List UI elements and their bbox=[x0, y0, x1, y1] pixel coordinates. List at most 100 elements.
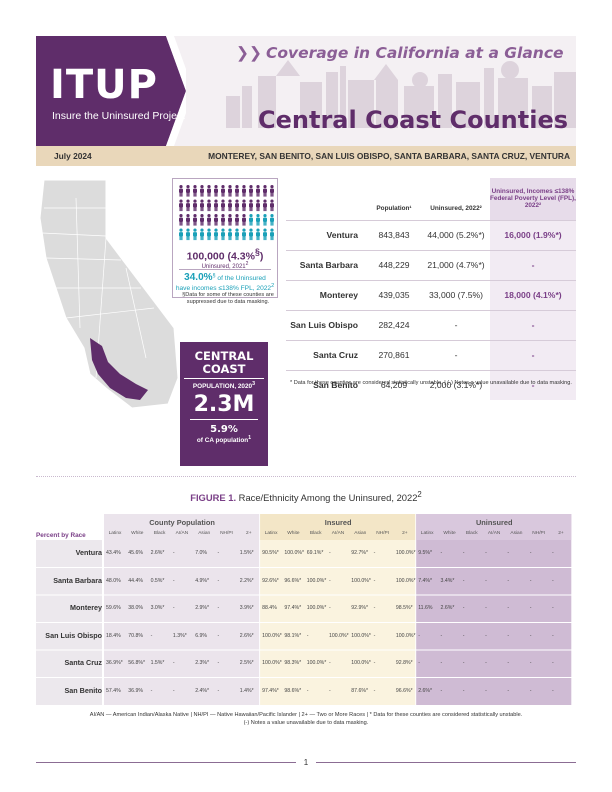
race-ethnicity-table: Percent by Race County Population Latinx W… bbox=[36, 514, 576, 706]
race-value-cell: 92.9%* bbox=[351, 605, 369, 612]
person-icon bbox=[242, 185, 246, 197]
fpl-cell: - bbox=[490, 339, 576, 370]
person-icon bbox=[249, 199, 253, 212]
low-income-pct: 34.0%§ of the Uninsured bbox=[184, 272, 266, 283]
column-header: White bbox=[287, 531, 300, 536]
fpl-cell: - bbox=[490, 309, 576, 340]
race-value-cell: 100.0%* bbox=[262, 632, 282, 639]
race-value-cell: 2.3%* bbox=[195, 660, 210, 667]
region-name: CENTRAL COAST bbox=[194, 349, 254, 376]
person-icon bbox=[186, 199, 190, 212]
person-icon bbox=[249, 185, 253, 197]
race-value-cell: 36.9%* bbox=[106, 660, 123, 667]
person-icon bbox=[186, 228, 190, 241]
person-icon bbox=[193, 185, 197, 197]
race-value-cell: 70.8% bbox=[128, 632, 144, 639]
row-county-label: Santa Cruz bbox=[64, 658, 102, 668]
race-value-cell: - bbox=[306, 632, 309, 639]
race-value-cell: - bbox=[552, 687, 554, 694]
race-value-cell: 100.0%* bbox=[329, 632, 349, 639]
race-value-cell: 97.4%* bbox=[284, 605, 302, 612]
column-header: 2+ bbox=[246, 531, 252, 536]
county-list: MONTEREY, SAN BENITO, SAN LUIS OBISPO, S… bbox=[208, 151, 570, 161]
people-icon-grid bbox=[179, 185, 274, 241]
person-icon bbox=[242, 199, 246, 212]
column-header: Asian bbox=[354, 531, 367, 536]
race-value-cell: - bbox=[150, 687, 153, 694]
person-icon bbox=[228, 228, 232, 241]
row-county-label: San Luis Obispo bbox=[45, 630, 102, 640]
table-row: Ventura 843,843 44,000 (5.2%*) 16,000 (1.9%… bbox=[286, 219, 576, 250]
population-label: POPULATION, 20203 bbox=[184, 378, 264, 390]
person-icon bbox=[249, 214, 253, 226]
race-value-cell: - bbox=[172, 605, 175, 612]
fpl-cell: 16,000 (1.9%*) bbox=[490, 219, 576, 250]
group-bg bbox=[104, 514, 260, 705]
person-icon bbox=[249, 228, 253, 241]
race-value-cell: 7.0% bbox=[195, 550, 208, 557]
person-icon bbox=[242, 228, 246, 241]
column-header: White bbox=[443, 531, 456, 536]
race-value-cell: 100.0%* bbox=[351, 660, 371, 667]
suppression-note: §Data for some of these counties are sup… bbox=[182, 292, 274, 305]
person-icon bbox=[214, 228, 218, 241]
person-icon bbox=[270, 228, 274, 241]
race-value-cell: 100.0%* bbox=[306, 605, 327, 612]
group-header-bg bbox=[416, 514, 572, 540]
race-value-cell: 3.4%* bbox=[440, 577, 455, 584]
person-icon bbox=[221, 214, 225, 226]
fpl-cell: - bbox=[490, 249, 576, 280]
ca-population-pct: 5.9% bbox=[210, 424, 238, 436]
race-value-cell: - bbox=[507, 687, 510, 694]
county-cell: Santa Barbara bbox=[286, 249, 366, 280]
race-value-cell: 0.5%* bbox=[150, 577, 165, 584]
person-icon bbox=[235, 199, 239, 212]
race-value-cell: - bbox=[217, 550, 220, 557]
person-icon bbox=[242, 214, 246, 226]
race-value-cell: - bbox=[440, 660, 443, 667]
race-value-cell: - bbox=[373, 605, 376, 612]
uninsured-infographic: 100,000 (4.3%§) Uninsured, 20212 34.0%§ … bbox=[172, 178, 278, 298]
race-value-cell: 1.5%* bbox=[239, 550, 254, 557]
column-header: AI/AN bbox=[331, 531, 345, 536]
race-value-cell: - bbox=[440, 632, 443, 639]
race-value-cell: - bbox=[329, 687, 331, 694]
person-icon bbox=[179, 199, 183, 212]
race-value-cell: - bbox=[306, 687, 309, 694]
population-callout: CENTRAL COAST POPULATION, 20203 2.3M 5.9… bbox=[180, 342, 268, 466]
race-value-cell: - bbox=[418, 632, 420, 639]
uninsured-cell: - bbox=[422, 309, 490, 340]
divider bbox=[179, 269, 271, 270]
person-icon bbox=[193, 214, 197, 226]
column-header: Asian bbox=[510, 531, 523, 536]
table-row: Santa Barbara 448,229 21,000 (4.7%*) - bbox=[286, 249, 576, 280]
person-icon bbox=[256, 214, 260, 226]
column-header: AI/AN bbox=[487, 531, 501, 536]
uninsured-label: Uninsured, 20212 bbox=[201, 261, 249, 270]
person-icon bbox=[270, 199, 274, 212]
race-value-cell: 3.0%* bbox=[150, 605, 165, 612]
city-skyline-graphic bbox=[226, 60, 576, 128]
page-number: 1 bbox=[296, 758, 316, 767]
race-value-cell: 87.6%* bbox=[351, 687, 369, 694]
person-icon bbox=[193, 199, 197, 212]
person-icon bbox=[207, 199, 211, 212]
race-value-cell: - bbox=[529, 550, 532, 557]
group-header: Insured bbox=[324, 518, 352, 527]
race-value-cell: 56.8%* bbox=[128, 660, 146, 667]
race-value-cell: - bbox=[373, 550, 376, 557]
race-value-cell: - bbox=[329, 605, 331, 612]
column-header: Black bbox=[309, 531, 322, 536]
race-value-cell: - bbox=[552, 660, 554, 667]
person-icon bbox=[256, 185, 260, 197]
race-value-cell: - bbox=[552, 577, 554, 584]
logo-subtitle: Insure the Uninsured Project bbox=[52, 110, 186, 122]
race-value-cell: 100.0%* bbox=[351, 577, 371, 584]
race-value-cell: 69.1%* bbox=[306, 550, 324, 557]
table-row: Santa Cruz 270,861- - bbox=[286, 339, 576, 370]
ca-population-label: of CA population1 bbox=[196, 435, 252, 445]
race-value-cell: - bbox=[485, 687, 487, 694]
race-value-cell: - bbox=[440, 687, 443, 694]
person-icon bbox=[235, 214, 239, 226]
figure-title: FIGURE 1. Race/Ethnicity Among the Unins… bbox=[190, 490, 422, 504]
